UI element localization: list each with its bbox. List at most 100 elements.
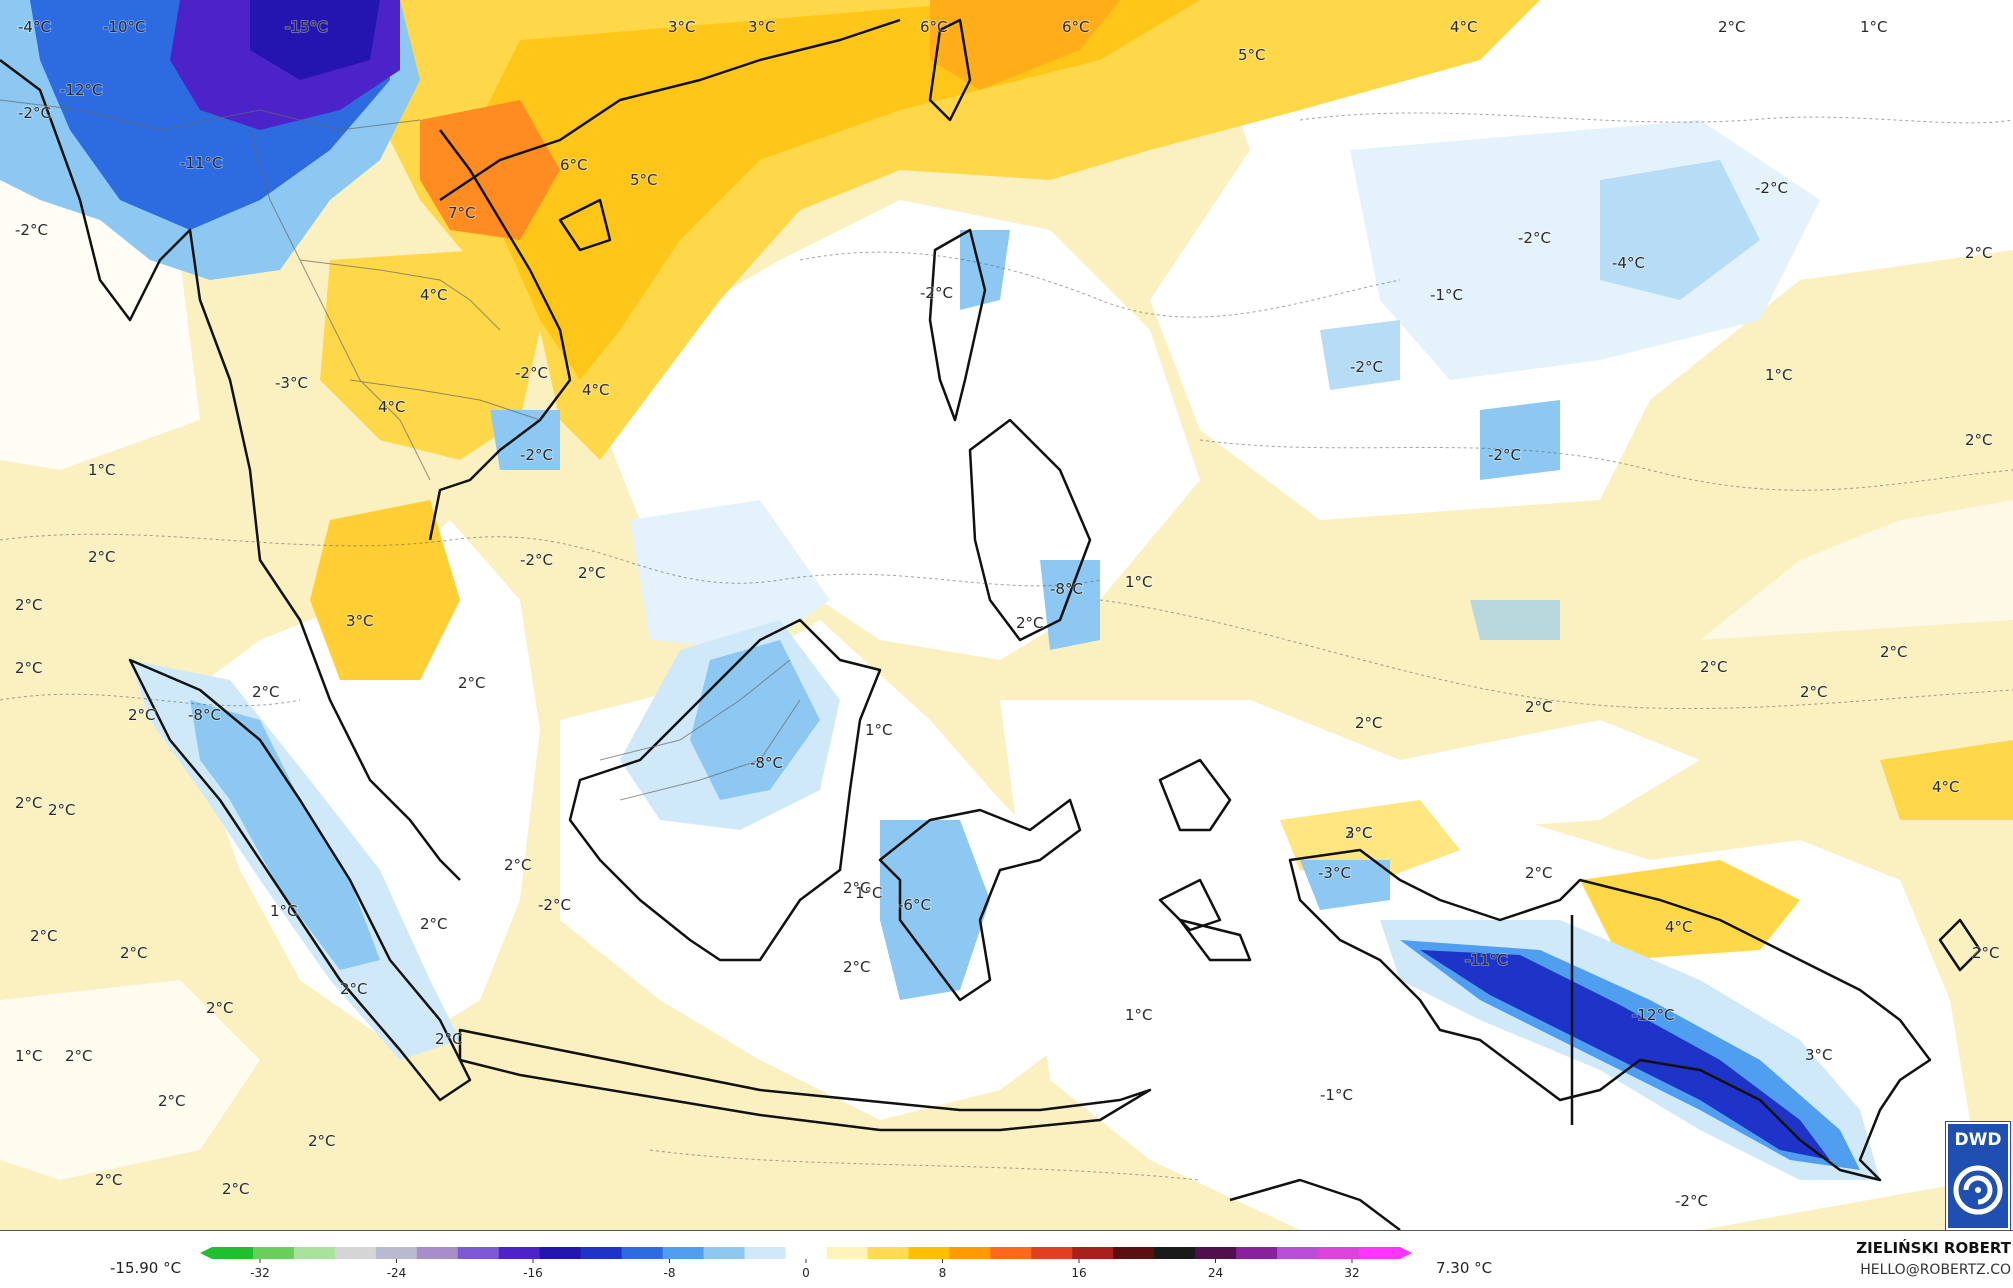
temp-label: 1°C — [1125, 573, 1153, 591]
temp-label: 2°C — [1700, 658, 1728, 676]
temp-label: -2°C — [1755, 179, 1788, 197]
temp-label: 2°C — [65, 1047, 93, 1065]
author-name: ZIELIŃSKI ROBERT — [1856, 1239, 2011, 1257]
temp-label: 1°C — [88, 461, 116, 479]
temp-label: 2°C — [252, 683, 280, 701]
temp-label: 3°C — [748, 18, 776, 36]
temp-label: -11°C — [180, 154, 222, 172]
dwd-logo: DWD — [1946, 1122, 2010, 1230]
temp-label: -3°C — [1318, 864, 1351, 882]
temp-label: 2°C — [128, 706, 156, 724]
temp-label: 2°C — [206, 999, 234, 1017]
temp-label: -2°C — [18, 104, 51, 122]
temp-label: 6°C — [560, 156, 588, 174]
temp-label: 2°C — [88, 548, 116, 566]
color-swatch — [826, 1247, 868, 1259]
country-borders — [0, 99, 801, 801]
temp-label: -1°C — [1320, 1086, 1353, 1104]
temp-label: 4°C — [582, 381, 610, 399]
color-swatch — [1113, 1247, 1155, 1259]
color-swatch — [416, 1247, 459, 1259]
temp-label: 1°C — [270, 902, 298, 920]
dwd-logo-text: DWD — [1954, 1130, 2002, 1150]
temp-label: 1°C — [1765, 366, 1793, 384]
temp-label: -11°C — [1465, 951, 1507, 969]
color-swatch — [662, 1247, 705, 1259]
temp-label: -4°C — [1612, 254, 1645, 272]
max-value-label: 7.30 °C — [1436, 1259, 1493, 1277]
temp-label: 2°C — [1718, 18, 1746, 36]
temp-label: 2°C — [1525, 698, 1553, 716]
temp-label: -2°C — [515, 364, 548, 382]
temp-label: 2°C — [158, 1092, 186, 1110]
color-swatch — [1318, 1247, 1360, 1259]
temp-label: 7°C — [448, 204, 476, 222]
color-swatch — [1359, 1247, 1401, 1259]
color-scale: -32 -24 -16 -8 0 8 16 24 32 — [200, 1247, 1412, 1280]
author-email: HELLO@ROBERTZ.CO — [1860, 1262, 2011, 1278]
temp-label: 2°C — [1965, 431, 1993, 449]
temp-label: -12°C — [60, 81, 102, 99]
temp-label: 2°C — [843, 958, 871, 976]
temperature-fill-zones — [0, 0, 2013, 1230]
temp-label: -2°C — [920, 284, 953, 302]
color-swatch — [293, 1247, 336, 1259]
temp-label: -2°C — [1350, 358, 1383, 376]
forecast-map: -4°C -10°C -15°C -12°C -2°C -11°C -2°C 3… — [0, 0, 2013, 1230]
temp-label: 3°C — [1345, 824, 1373, 842]
temp-label: 2°C — [120, 944, 148, 962]
temp-label: -3°C — [275, 374, 308, 392]
temp-label: 2°C — [1016, 614, 1044, 632]
temp-label: 2°C — [15, 596, 43, 614]
temp-label: -12°C — [1632, 1006, 1674, 1024]
scale-tick-label: 24 — [1208, 1266, 1223, 1280]
scale-tick-label: -16 — [523, 1266, 543, 1280]
temp-label: 4°C — [420, 286, 448, 304]
color-swatch — [334, 1247, 377, 1259]
temp-label: 2°C — [504, 856, 532, 874]
temp-label: 2°C — [1525, 864, 1553, 882]
temp-label: 2°C — [222, 1180, 250, 1198]
scale-tick-label: 32 — [1344, 1266, 1359, 1280]
temp-label: 2°C — [458, 674, 486, 692]
temp-label: 2°C — [95, 1171, 123, 1189]
color-swatch — [990, 1247, 1032, 1259]
temperature-labels: -4°C -10°C -15°C -12°C -2°C -11°C -2°C 3… — [14, 17, 2001, 1211]
color-swatch — [867, 1247, 909, 1259]
temp-label: 3°C — [346, 612, 374, 630]
color-swatch — [744, 1247, 787, 1259]
temp-label: 2°C — [435, 1030, 463, 1048]
temp-label: 2°C — [1880, 643, 1908, 661]
color-swatch — [1236, 1247, 1278, 1259]
temp-label: 2°C — [843, 879, 871, 897]
scale-tick-label: -8 — [664, 1266, 676, 1280]
temp-label: 2°C — [15, 659, 43, 677]
warm-anomaly-zones — [310, 0, 2013, 960]
swirl-icon — [1953, 1165, 2003, 1215]
temp-label: 2°C — [48, 801, 76, 819]
temp-label: -2°C — [1488, 446, 1521, 464]
scale-tick-label: -24 — [387, 1266, 407, 1280]
temp-label: -8°C — [750, 754, 783, 772]
temp-label: 2°C — [1972, 944, 2000, 962]
scale-tick-label: 16 — [1071, 1266, 1086, 1280]
color-swatch — [457, 1247, 500, 1259]
color-swatch — [1154, 1247, 1196, 1259]
temp-label: -2°C — [1675, 1192, 1708, 1210]
temp-label: 6°C — [920, 18, 948, 36]
temp-label: 2°C — [578, 564, 606, 582]
color-swatch — [252, 1247, 295, 1259]
temp-label: -6°C — [898, 896, 931, 914]
temp-label: -4°C — [18, 18, 51, 36]
color-swatch — [539, 1247, 582, 1259]
temp-label: -10°C — [103, 18, 145, 36]
temp-label: 2°C — [1355, 714, 1383, 732]
temp-label: 1°C — [15, 1047, 43, 1065]
temp-label: -2°C — [15, 221, 48, 239]
temp-label: 4°C — [1450, 18, 1478, 36]
temp-label: -2°C — [538, 896, 571, 914]
color-swatch — [621, 1247, 664, 1259]
color-swatch — [1031, 1247, 1073, 1259]
scale-tick-label: -32 — [250, 1266, 270, 1280]
color-swatch — [785, 1247, 827, 1259]
